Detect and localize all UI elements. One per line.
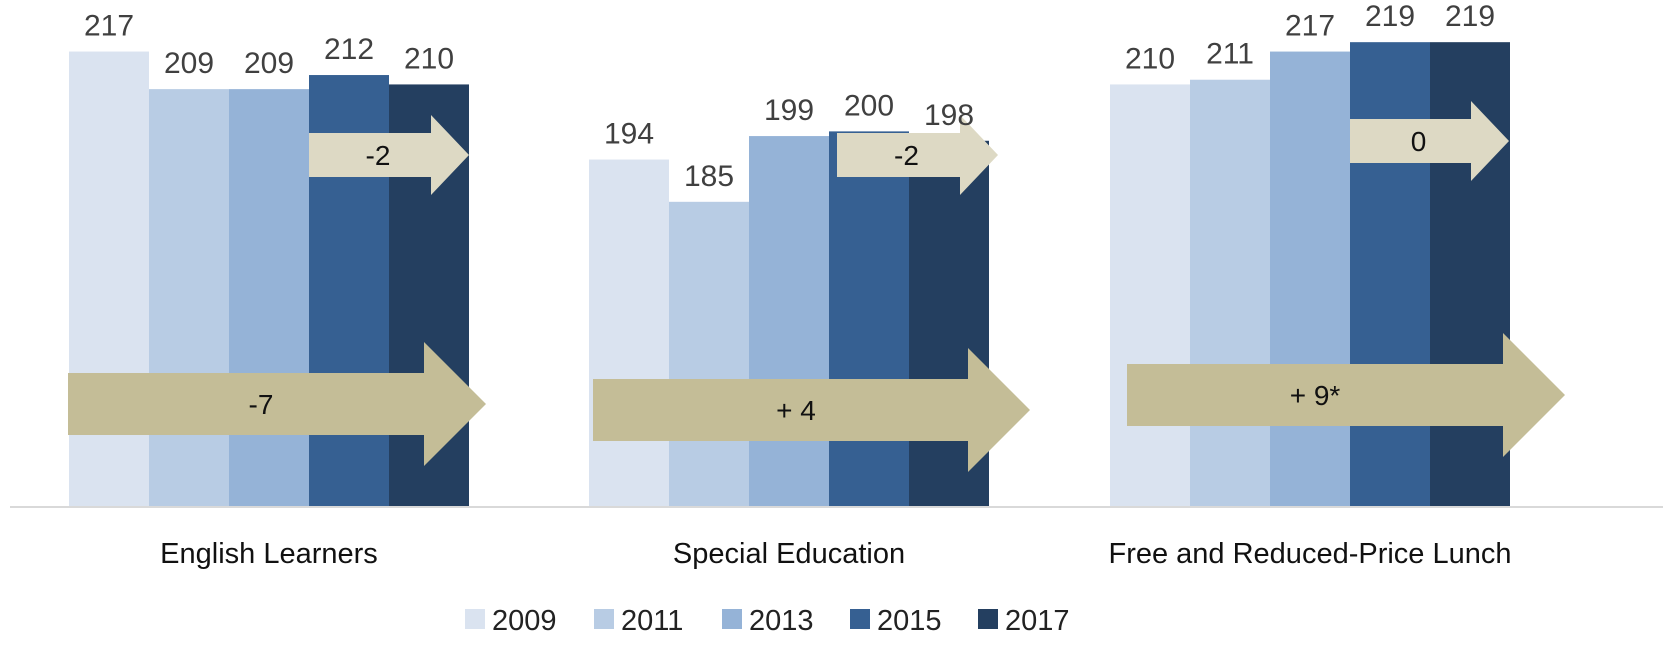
data-label-2017-2: 219 (1445, 0, 1495, 33)
category-label-0: English Learners (160, 538, 378, 570)
data-label-2013-1: 199 (764, 94, 814, 127)
legend-swatch-2009 (465, 609, 485, 629)
data-label-2011-1: 185 (684, 160, 734, 193)
bar-2011-1 (669, 201, 749, 508)
bar-2017-2 (1430, 42, 1510, 508)
data-label-2013-2: 217 (1285, 10, 1335, 43)
long-change-label-0: -7 (249, 389, 274, 420)
short-change-label-0: -2 (366, 140, 391, 171)
short-change-label-1: -2 (894, 140, 919, 171)
short-change-arrow-1 (837, 115, 998, 195)
bar-2009-2 (1110, 84, 1190, 507)
bar-2013-2 (1270, 51, 1350, 508)
category-label-2: Free and Reduced-Price Lunch (1108, 538, 1511, 570)
bar-2013-1 (749, 136, 829, 508)
legend-label-2017: 2017 (1005, 605, 1070, 637)
short-change-label-2: 0 (1411, 126, 1427, 157)
data-label-2009-1: 194 (604, 118, 654, 151)
short-change-arrow-0 (309, 115, 469, 195)
bar-2009-0 (69, 51, 149, 508)
legend-swatch-2017 (978, 609, 998, 629)
category-labels-layer: English Learners Special Education Free an… (160, 538, 1511, 570)
bar-2015-2 (1350, 42, 1430, 508)
bar-2009-1 (589, 159, 669, 508)
long-change-label-1: + 4 (776, 395, 816, 426)
bar-2013-0 (229, 89, 309, 507)
data-label-2015-1: 200 (844, 89, 894, 122)
legend-label-2009: 2009 (492, 605, 557, 637)
category-label-1: Special Education (673, 538, 905, 570)
legend-label-2013: 2013 (749, 605, 814, 637)
data-labels-layer: 217 209 209 212 210 194 185 199 200 198 210 211 217 2… (84, 0, 1495, 193)
data-label-2009-0: 217 (84, 10, 134, 43)
legend-swatch-2015 (850, 609, 870, 629)
data-label-2017-1: 198 (924, 99, 974, 132)
legend-swatch-2013 (722, 609, 742, 629)
data-label-2015-2: 219 (1365, 0, 1415, 33)
bar-2015-1 (829, 131, 909, 507)
legend-label-2011: 2011 (621, 605, 683, 637)
data-label-2009-2: 210 (1125, 42, 1175, 75)
legend-label-2015: 2015 (877, 605, 942, 637)
short-change-arrow-2 (1350, 101, 1509, 181)
legend-swatch-2011 (594, 609, 614, 629)
long-change-arrow-0 (68, 342, 486, 466)
long-change-arrow-2 (1127, 333, 1565, 457)
legend: 2009 2011 2013 2015 2017 (465, 605, 1070, 637)
data-label-2011-0: 209 (164, 47, 214, 80)
bar-2011-0 (149, 89, 229, 507)
arrows-layer: -2 -2 0 -7 + 4 + 9* (68, 101, 1565, 472)
long-change-label-2: + 9* (1290, 380, 1341, 411)
data-label-2015-0: 212 (324, 33, 374, 66)
data-label-2011-2: 211 (1206, 38, 1254, 71)
long-change-arrow-1 (593, 348, 1030, 472)
data-label-2017-0: 210 (404, 42, 454, 75)
data-label-2013-0: 209 (244, 47, 294, 80)
bar-2011-2 (1190, 79, 1270, 507)
